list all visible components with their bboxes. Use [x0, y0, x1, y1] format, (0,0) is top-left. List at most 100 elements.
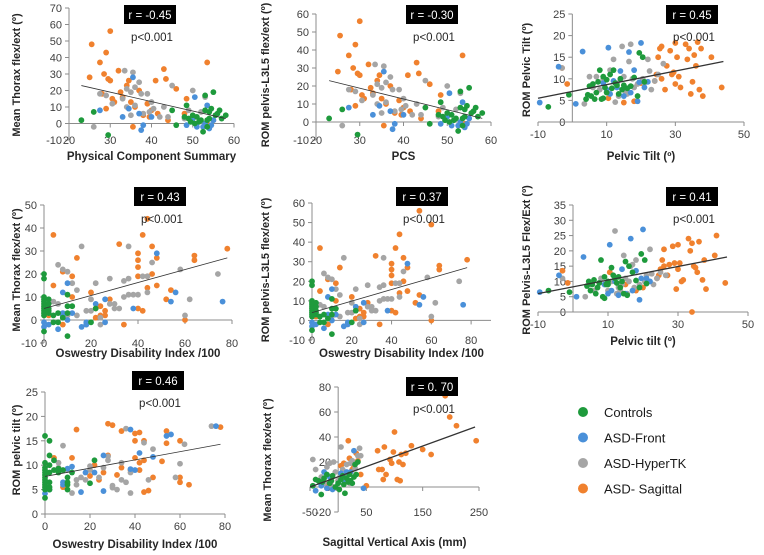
- data-point: [177, 474, 183, 481]
- x-tick-label: 30: [104, 135, 116, 147]
- data-point: [347, 460, 354, 467]
- x-tick-label: -10: [530, 319, 546, 331]
- trendline: [537, 256, 728, 295]
- data-point: [55, 326, 61, 333]
- data-point: [396, 231, 403, 238]
- y-tick-label: -10: [293, 135, 309, 147]
- data-point: [111, 305, 118, 312]
- data-point: [210, 89, 217, 96]
- x-tick-label: -50: [302, 507, 318, 519]
- data-point: [336, 292, 343, 298]
- data-point: [636, 284, 643, 291]
- data-point: [686, 45, 692, 52]
- data-point: [638, 251, 645, 257]
- scatter-panel-p3: 0 5 10 15 20 25 -10 10 30 50 r = 0.45 p<0.001 Pelvic…: [521, 5, 750, 163]
- data-point: [127, 99, 134, 105]
- trendline: [329, 80, 483, 119]
- data-point: [459, 99, 466, 106]
- data-point: [696, 86, 703, 93]
- data-point: [396, 294, 403, 300]
- data-point: [97, 107, 103, 114]
- data-point: [640, 226, 646, 233]
- data-point: [97, 321, 104, 328]
- data-point: [332, 286, 339, 293]
- data-point: [699, 277, 706, 283]
- series-asd-hypertk: [55, 423, 215, 496]
- data-point: [114, 472, 120, 478]
- data-point: [354, 131, 361, 138]
- y-tick-label: 60: [297, 9, 309, 21]
- data-point: [400, 254, 407, 261]
- legend-marker-asd-hypertk: [578, 458, 588, 468]
- data-point: [383, 99, 389, 106]
- data-point: [328, 286, 335, 293]
- data-point: [369, 92, 376, 98]
- y-tick-label: 20: [553, 31, 565, 43]
- x-tick-label: 20: [84, 521, 96, 533]
- data-point: [106, 296, 113, 303]
- data-point: [136, 450, 143, 456]
- data-point: [479, 110, 486, 116]
- x-axis-title: Oswestry Disability Index /100: [56, 348, 221, 360]
- data-point: [388, 266, 395, 273]
- data-point: [97, 303, 104, 310]
- data-point: [90, 123, 97, 130]
- data-point: [78, 324, 85, 330]
- data-point: [82, 476, 89, 483]
- data-point: [135, 273, 141, 280]
- data-point: [69, 310, 76, 316]
- y-tick-label: 15: [26, 436, 38, 448]
- data-point: [367, 84, 374, 91]
- data-point: [446, 90, 453, 97]
- y-tick-label: 30: [293, 257, 305, 269]
- data-point: [448, 111, 455, 118]
- data-point: [182, 312, 188, 319]
- data-point: [64, 465, 71, 472]
- data-point: [455, 128, 462, 134]
- y-tick-label: 0: [31, 315, 37, 327]
- data-point: [55, 261, 61, 268]
- y-tick-label: 20: [25, 269, 37, 281]
- data-point: [204, 123, 211, 130]
- x-axis-title: Physical Component Summary: [67, 151, 237, 163]
- data-point: [46, 479, 53, 486]
- y-tick-label: 25: [553, 9, 565, 21]
- y-axis-title: ROM pelvis-L3L5 flex/ext (º): [260, 2, 272, 147]
- data-point: [626, 49, 632, 55]
- data-point: [182, 317, 188, 323]
- data-point: [573, 293, 580, 300]
- data-point: [348, 319, 355, 326]
- series-asd-sagittal: [559, 232, 729, 315]
- y-axis-title: Mean Thorax flex/ext (º): [11, 208, 23, 332]
- data-point: [398, 106, 405, 113]
- data-point: [87, 473, 93, 479]
- data-point: [620, 99, 627, 106]
- data-point: [139, 232, 146, 238]
- data-point: [357, 452, 364, 459]
- data-point: [125, 275, 132, 282]
- data-point: [472, 104, 479, 111]
- data-point: [46, 462, 53, 469]
- data-point: [419, 446, 426, 453]
- data-point: [654, 275, 660, 282]
- data-point: [687, 91, 694, 97]
- data-point: [626, 263, 632, 270]
- data-point: [177, 479, 183, 486]
- data-point: [132, 430, 138, 437]
- data-point: [638, 275, 645, 282]
- data-point: [127, 426, 134, 433]
- data-point: [50, 298, 57, 305]
- data-point: [353, 471, 360, 478]
- x-tick-label: 60: [179, 338, 191, 350]
- data-point: [662, 86, 668, 93]
- data-point: [606, 241, 613, 248]
- scatter-panel-p1: -10 0 10 20 30 40 50 60 70 20 30 40 50 60 r = -0.45 p<0…: [11, 3, 240, 163]
- data-point: [636, 296, 643, 303]
- data-point: [45, 301, 52, 307]
- data-point: [324, 485, 330, 492]
- data-point: [457, 88, 464, 95]
- data-point: [437, 120, 444, 127]
- data-point: [145, 487, 152, 494]
- data-point: [121, 294, 127, 300]
- data-point: [146, 109, 153, 115]
